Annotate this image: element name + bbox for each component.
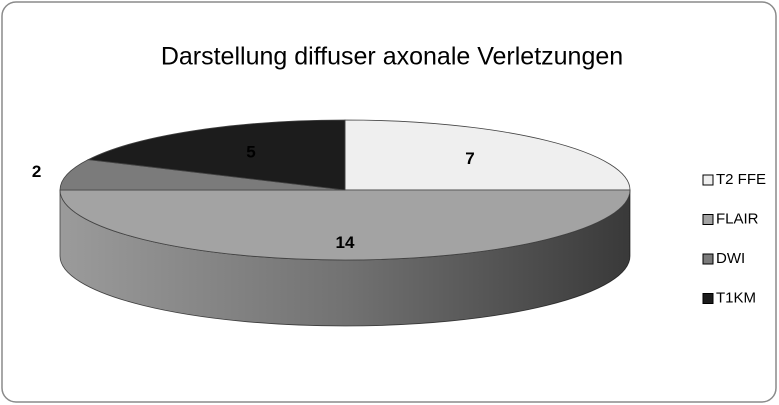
legend-swatch	[702, 293, 714, 304]
legend-label: T2 FFE	[716, 171, 766, 188]
pie-side-shade	[60, 190, 630, 326]
legend-swatch	[702, 214, 714, 225]
data-label: 2	[32, 162, 41, 181]
pie-slice	[86, 119, 346, 191]
legend-label: T1KM	[716, 289, 756, 306]
chart-title: Darstellung diffuser axonale Verletzunge…	[161, 43, 623, 71]
legend-swatch	[702, 174, 714, 186]
legend-swatch	[702, 253, 714, 265]
pie-slice	[59, 189, 631, 261]
legend-label: DWI	[716, 250, 745, 267]
pie-slice	[344, 119, 631, 191]
pie-slice	[59, 159, 346, 191]
legend-label: FLAIR	[716, 210, 759, 227]
data-label: 5	[246, 143, 255, 162]
data-label: 7	[465, 149, 474, 168]
data-label: 14	[336, 233, 355, 252]
